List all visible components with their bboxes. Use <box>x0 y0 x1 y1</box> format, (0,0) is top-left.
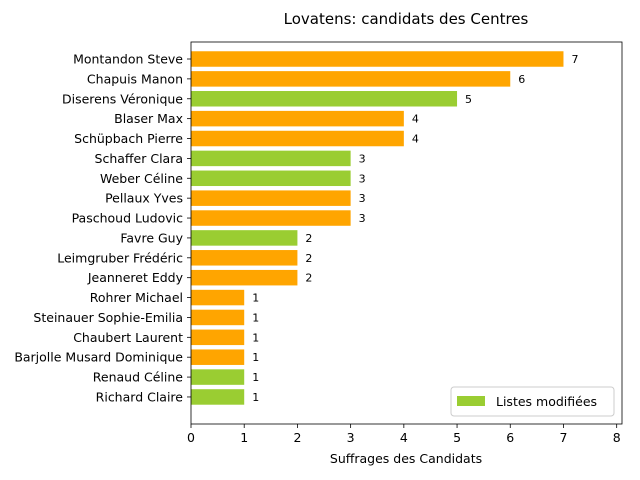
category-label: Chapuis Manon <box>87 71 183 86</box>
category-label: Chaubert Laurent <box>73 330 183 345</box>
bar <box>191 329 245 346</box>
bar <box>191 389 245 405</box>
bar <box>191 250 298 266</box>
legend-swatch-modified <box>457 396 485 406</box>
data-label: 3 <box>359 152 366 165</box>
x-axis-label: Suffrages des Candidats <box>330 451 482 466</box>
category-label: Diserens Véronique <box>62 91 183 106</box>
data-label: 3 <box>359 172 366 185</box>
x-tick-label: 7 <box>559 430 567 445</box>
x-tick-label: 6 <box>506 430 514 445</box>
x-tick-label: 2 <box>293 430 301 445</box>
plot-area: Montandon Steve 7 Chapuis Manon 6 Diserens V… <box>14 41 623 445</box>
bar <box>191 190 351 206</box>
bar <box>191 269 298 286</box>
x-tick-label: 5 <box>453 430 461 445</box>
category-label: Paschoud Ludovic <box>72 211 184 226</box>
data-label: 1 <box>252 351 259 364</box>
category-label: Schüpbach Pierre <box>74 131 183 146</box>
category-label: Steinauer Sophie-Emilia <box>33 310 183 325</box>
legend: Listes modifiées <box>450 386 615 417</box>
data-label: 1 <box>252 391 259 404</box>
category-label: Favre Guy <box>120 230 183 245</box>
data-label: 2 <box>305 232 312 245</box>
data-label: 3 <box>359 212 366 225</box>
x-tick-label: 4 <box>400 430 408 445</box>
x-tick-label: 8 <box>613 430 621 445</box>
bar <box>191 349 245 365</box>
x-tick-label: 0 <box>187 430 195 445</box>
data-label: 4 <box>412 133 419 146</box>
category-label: Pellaux Yves <box>105 191 183 206</box>
bar <box>191 71 511 87</box>
bar <box>191 110 404 127</box>
category-label: Renaud Céline <box>93 370 184 385</box>
legend-label-modified: Listes modifiées <box>496 394 597 409</box>
data-label: 5 <box>465 93 472 106</box>
category-label: Weber Céline <box>100 171 183 186</box>
data-label: 4 <box>412 113 419 126</box>
bar <box>191 91 458 107</box>
bar <box>191 369 245 385</box>
data-label: 1 <box>252 371 259 384</box>
plot-frame <box>190 41 623 425</box>
bar <box>191 210 351 226</box>
bar <box>191 170 351 187</box>
x-tick-label: 3 <box>347 430 355 445</box>
category-label: Richard Claire <box>96 389 184 404</box>
chart-title: Lovatens: candidats des Centres <box>284 10 529 28</box>
data-label: 7 <box>571 53 578 66</box>
category-label: Rohrer Michael <box>90 290 183 305</box>
data-label: 6 <box>518 73 525 86</box>
bar <box>191 130 404 147</box>
data-label: 2 <box>305 272 312 285</box>
category-label: Jeanneret Eddy <box>87 270 184 285</box>
bar <box>191 51 564 67</box>
category-label: Schaffer Clara <box>95 151 183 166</box>
bar <box>191 150 351 167</box>
data-label: 2 <box>305 252 312 265</box>
legend-frame <box>450 386 615 417</box>
category-label: Blaser Max <box>114 111 183 126</box>
x-tick-label: 1 <box>240 430 248 445</box>
category-label: Barjolle Musard Dominique <box>14 350 183 365</box>
data-label: 1 <box>252 292 259 305</box>
data-label: 3 <box>359 192 366 205</box>
data-label: 1 <box>252 311 259 324</box>
bar <box>191 230 298 246</box>
data-label: 1 <box>252 331 259 344</box>
bar <box>191 289 245 306</box>
category-label: Montandon Steve <box>73 52 183 67</box>
category-label: Leimgruber Frédéric <box>57 250 183 265</box>
bar <box>191 309 245 326</box>
